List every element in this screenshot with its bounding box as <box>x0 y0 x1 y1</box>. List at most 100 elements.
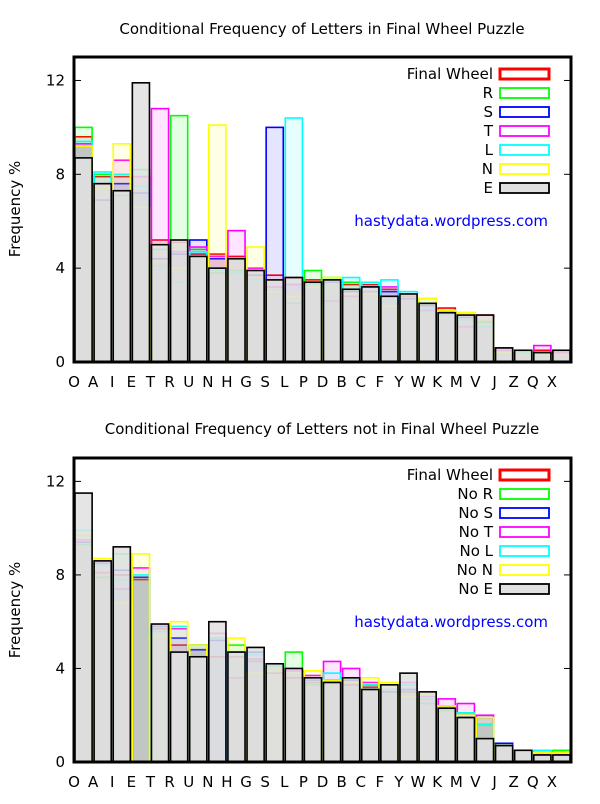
bar <box>284 667 304 763</box>
x-tick-label: J <box>491 373 496 391</box>
x-tick-label: N <box>202 373 213 391</box>
x-tick-label: N <box>202 773 213 791</box>
x-tick-label: V <box>470 773 481 791</box>
chart-top-title: Conditional Frequency of Letters in Fina… <box>119 20 524 38</box>
bar <box>360 286 380 363</box>
chart-bottom-watermark: hastydata.wordpress.com <box>354 613 548 631</box>
bar <box>112 189 132 363</box>
bar <box>360 688 380 763</box>
bar <box>246 646 265 763</box>
legend-label: L <box>485 141 494 159</box>
y-tick-label: 4 <box>55 659 65 677</box>
x-tick-label: B <box>336 373 346 391</box>
x-tick-label: Z <box>509 373 519 391</box>
bar <box>475 737 495 763</box>
x-tick-label: S <box>260 373 270 391</box>
x-tick-label: X <box>547 373 557 391</box>
x-tick-label: H <box>221 773 232 791</box>
bar <box>322 681 342 763</box>
x-tick-label: D <box>317 373 329 391</box>
x-tick-label: D <box>317 773 329 791</box>
x-tick-label: J <box>491 773 496 791</box>
bar <box>265 662 285 763</box>
legend-label: N <box>482 160 493 178</box>
x-tick-label: I <box>110 773 114 791</box>
bar <box>552 349 571 363</box>
x-tick-label: G <box>240 773 252 791</box>
legend-label: Final Wheel <box>407 65 493 83</box>
bar <box>188 655 208 763</box>
plot-frame <box>72 55 573 364</box>
x-tick-label: Q <box>527 773 539 791</box>
x-tick-label: X <box>547 773 557 791</box>
x-tick-label: L <box>280 773 289 791</box>
legend-swatch <box>498 468 551 482</box>
bar <box>208 267 227 363</box>
bar <box>418 302 437 363</box>
bar <box>246 269 265 363</box>
x-tick-label: Z <box>509 773 519 791</box>
x-tick-label: U <box>183 773 194 791</box>
bar <box>227 257 246 363</box>
x-tick-label: Y <box>393 773 404 791</box>
x-tick-label: A <box>88 373 99 391</box>
bar <box>456 314 476 363</box>
legend-swatch <box>499 583 550 595</box>
x-tick-label: V <box>470 373 481 391</box>
legend-label: T <box>483 122 494 140</box>
series-6 <box>74 82 571 363</box>
bar <box>303 281 323 363</box>
bar <box>341 288 361 363</box>
bar <box>456 716 476 763</box>
legend-label: No L <box>459 542 493 560</box>
bar <box>513 349 533 363</box>
series-6 <box>74 492 571 763</box>
x-tick-label: E <box>127 773 136 791</box>
chart-bottom-plot: 0 4 8 12 O A I E T R U N H G S L P D B C F Y W K M V J Z Q X Final Whe… <box>46 456 573 791</box>
legend-swatch <box>499 163 550 175</box>
bar <box>380 295 399 363</box>
x-tick-label: C <box>355 373 365 391</box>
legend-label: Final Wheel <box>407 466 493 484</box>
legend-swatch <box>499 488 550 500</box>
x-tick-label: O <box>68 773 80 791</box>
y-tick-label: 8 <box>55 165 65 183</box>
legend-swatch <box>499 564 550 576</box>
x-tick-label: M <box>450 773 463 791</box>
legend-swatch <box>499 125 550 137</box>
x-tick-label: E <box>127 373 136 391</box>
bar <box>227 651 246 763</box>
legend-label: S <box>483 103 493 121</box>
bar <box>399 293 418 363</box>
bar <box>494 744 514 763</box>
x-tick-label: W <box>411 373 426 391</box>
x-tick-label: L <box>280 373 289 391</box>
legend-swatch <box>499 182 550 194</box>
bar <box>437 311 457 363</box>
bar <box>131 82 151 363</box>
x-tick-label: G <box>240 373 252 391</box>
legend-swatch <box>498 67 551 81</box>
x-tick-label: C <box>355 773 365 791</box>
x-tick-label: B <box>336 773 346 791</box>
x-tick-label: K <box>432 373 443 391</box>
bar <box>150 623 170 763</box>
y-tick-label: 4 <box>55 259 65 277</box>
legend-label: No T <box>459 523 494 541</box>
legend-label: No S <box>458 504 493 522</box>
legend-swatch <box>499 144 550 156</box>
legend-label: No N <box>457 561 493 579</box>
x-tick-label: R <box>164 773 174 791</box>
bar <box>341 677 361 763</box>
chart-top-watermark: hastydata.wordpress.com <box>354 212 548 230</box>
bar <box>131 553 151 763</box>
bar <box>475 314 495 363</box>
x-tick-label: I <box>110 373 114 391</box>
x-tick-label: F <box>376 773 385 791</box>
x-tick-label: T <box>145 373 156 391</box>
legend-label: R <box>483 84 493 102</box>
x-tick-label: O <box>68 373 80 391</box>
x-tick-label: Q <box>527 373 539 391</box>
y-tick-label: 8 <box>55 566 65 584</box>
